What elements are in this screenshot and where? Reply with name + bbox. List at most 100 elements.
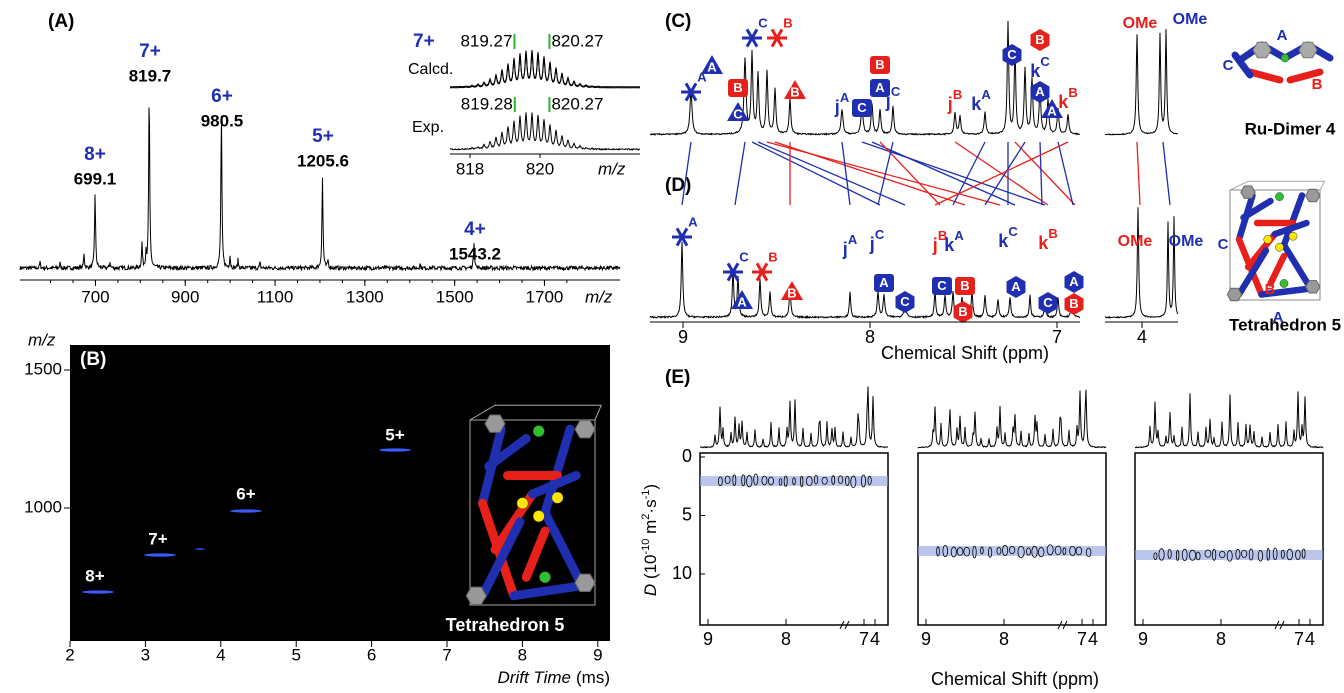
letter-sup: A [848, 232, 858, 247]
contour [988, 546, 993, 558]
ligand [1286, 68, 1324, 84]
contour [1002, 545, 1009, 556]
contour [845, 475, 850, 486]
marker-shape [728, 79, 748, 97]
nmr-projection [699, 386, 889, 449]
marker-letter: A [1011, 279, 1021, 294]
contour [1026, 547, 1031, 556]
structure [465, 404, 603, 606]
x-tick-label: 3 [141, 645, 150, 664]
letter: k [1058, 92, 1069, 112]
charge-label: 7+ [139, 41, 161, 62]
contour [1301, 548, 1306, 559]
letter-sup: B [1048, 226, 1057, 241]
y-title-part: -10 [640, 539, 652, 555]
charge-label: 4+ [464, 219, 486, 240]
marker-letter: B [733, 80, 742, 95]
contour [831, 475, 836, 485]
y-tick-label: 10 [672, 563, 692, 583]
ion [516, 497, 529, 510]
inset-label: Calcd. [408, 61, 453, 78]
letter-sup: B [938, 228, 947, 243]
contour [746, 475, 753, 488]
contour [850, 475, 857, 488]
contour [1009, 545, 1016, 555]
contour [761, 475, 768, 486]
contour [1054, 545, 1062, 556]
axis-break [1274, 620, 1285, 630]
ligand [484, 434, 531, 471]
marker-shape [1030, 29, 1050, 51]
x-unit: m/z [585, 287, 613, 306]
unit-box [469, 419, 596, 606]
ion [539, 571, 551, 584]
letter: j [932, 235, 938, 255]
plot-frame [917, 452, 1107, 626]
metal-node [574, 420, 596, 439]
marker-letter: B [787, 285, 796, 300]
marker-letter: C [1007, 47, 1017, 62]
contour [980, 546, 984, 555]
peak-label: 980.5 [201, 111, 244, 130]
marker-letter: B [958, 304, 967, 319]
y-tick-label: 1500 [24, 359, 62, 378]
x-tick-label: 6 [367, 645, 376, 664]
x-tick-label: 4 [1305, 629, 1315, 649]
spot-label: 6+ [236, 484, 255, 503]
peak-label: 1543.2 [449, 244, 501, 263]
x-tick-label: 900 [171, 287, 199, 306]
contour [753, 473, 759, 486]
structure-letter: B [1265, 281, 1276, 298]
ion [1275, 242, 1284, 252]
y-title-part: (10 [641, 554, 660, 583]
marker-shape [1064, 271, 1084, 293]
axis-break [1057, 620, 1068, 630]
structure-label: Tetrahedron 5 [446, 615, 565, 635]
contour [767, 476, 774, 486]
x-tick-label: 818 [456, 159, 484, 178]
letter: k [1038, 233, 1049, 253]
marker-sup: C [739, 249, 749, 264]
structure-label: Ru-Dimer 4 [1245, 119, 1336, 138]
contour [1046, 544, 1054, 556]
charge-label: 6+ [211, 86, 233, 107]
contour [956, 547, 964, 556]
x-tick-label: 1300 [346, 287, 384, 306]
marker-shape [870, 79, 890, 97]
ligand [1271, 219, 1310, 238]
x-axis-title: Chemical Shift (ppm) [881, 343, 1049, 363]
peak-assignment: jB [932, 228, 947, 254]
spot-label: 8+ [85, 566, 104, 585]
marker-shape [675, 227, 689, 247]
marker-letter: A [875, 80, 885, 95]
correlation-line [774, 141, 966, 206]
contour [800, 475, 804, 488]
x-tick-label: 9 [678, 327, 688, 347]
ligand [528, 471, 581, 499]
peak-assignment: jC [885, 84, 901, 110]
isotope-label: 819.28 [461, 94, 513, 113]
marker-letter: A [707, 59, 717, 74]
contour [1235, 548, 1241, 560]
x-tick-label: 5 [291, 645, 300, 664]
marker-shape [895, 291, 915, 313]
marker-shape [745, 28, 759, 48]
x-tick-label: 9 [593, 645, 602, 664]
drift-spot [230, 509, 262, 513]
nmr-projection [1134, 391, 1324, 449]
contour [1248, 548, 1254, 561]
contour [717, 476, 723, 487]
peak-assignment: kB [1038, 226, 1057, 252]
diffusion-band [700, 476, 888, 486]
x-tick-label: 1700 [526, 287, 564, 306]
y-tick-label: 1000 [24, 497, 62, 516]
y-title-part: D [641, 584, 660, 596]
drift-spot [82, 590, 114, 594]
contour [792, 477, 796, 486]
marker-shape [781, 281, 803, 300]
contour [1241, 549, 1248, 558]
contour [1153, 552, 1158, 560]
contour [1167, 548, 1172, 560]
correlation-line [984, 141, 1026, 206]
marker-letter: B [1035, 32, 1044, 47]
